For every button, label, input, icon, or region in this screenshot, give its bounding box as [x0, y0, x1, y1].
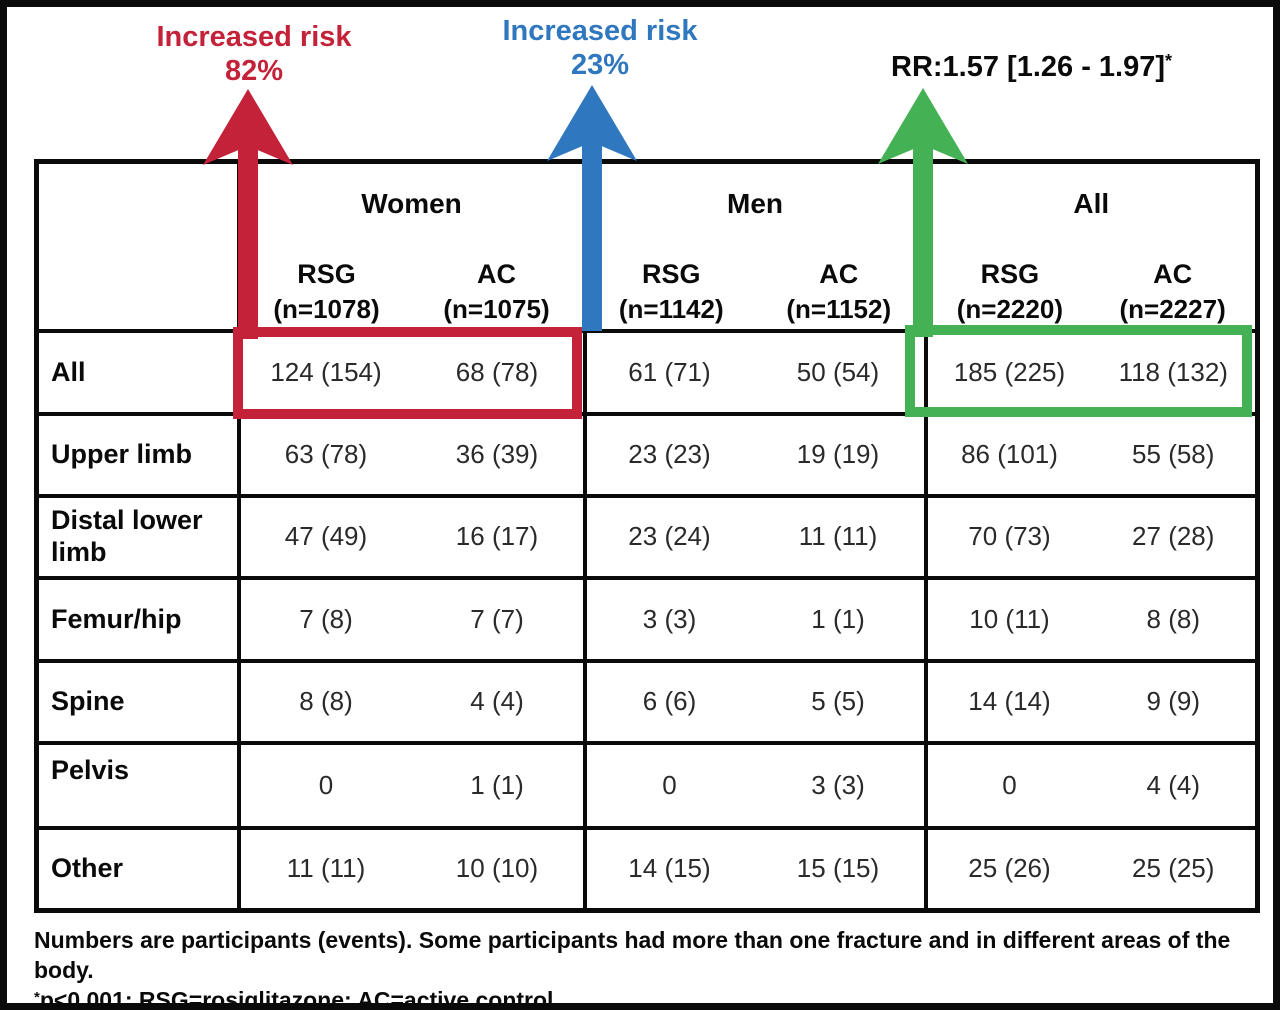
table-row-spine: Spine 8 (8) 4 (4) 6 (6) 5 (5) 14 (14) 9 …	[36, 658, 1258, 743]
value-cell: 124 (154)	[236, 328, 412, 414]
value-cell: 86 (101)	[923, 411, 1092, 496]
red-arrow-head	[203, 89, 293, 165]
group-header-men: Men RSG (n=1142) AC (n=1152)	[582, 161, 926, 331]
header-row: Women RSG (n=1078) AC (n=1075) Men R	[37, 161, 1258, 331]
value-cell: 70 (73)	[923, 493, 1092, 578]
value-cell: 47 (49)	[236, 493, 412, 578]
value-cell: 25 (26)	[923, 825, 1092, 911]
blue-up-arrow-icon	[547, 85, 637, 331]
value-cell: 63 (78)	[236, 411, 412, 496]
relative-risk-asterisk: *	[1165, 51, 1173, 71]
col-header-women-rsg: RSG (n=1078)	[273, 259, 380, 325]
value-cell: 61 (71)	[582, 328, 753, 414]
col-header-women-ac: AC (n=1075)	[443, 259, 550, 325]
value-cell: 10 (11)	[923, 575, 1092, 661]
increased-risk-blue-percent: 23%	[570, 48, 630, 81]
blue-arrow-shaft	[582, 135, 602, 331]
value-cell: 8 (8)	[236, 658, 412, 743]
value-cell: 7 (8)	[236, 575, 412, 661]
table-row-upper-limb: Upper limb 63 (78) 36 (39) 23 (23) 19 (1…	[36, 411, 1258, 496]
increased-risk-red-percent: 82%	[224, 54, 284, 87]
row-label: Upper limb	[36, 411, 239, 496]
value-cell: 27 (28)	[1091, 493, 1258, 578]
green-arrow-head	[878, 88, 968, 164]
value-cell: 11 (11)	[752, 493, 926, 578]
value-cell: 7 (7)	[411, 575, 585, 661]
group-label: Men	[727, 188, 783, 219]
row-label: All	[36, 328, 239, 414]
row-label: Spine	[36, 658, 239, 743]
value-cell: 14 (14)	[923, 658, 1092, 743]
increased-risk-red-label: Increased risk 82%	[119, 21, 389, 88]
value-cell: 4 (4)	[411, 658, 585, 743]
group-label: All	[1073, 188, 1110, 219]
increased-risk-red-line1: Increased risk	[156, 21, 352, 53]
value-cell: 11 (11)	[236, 825, 412, 911]
group-header-all: All RSG (n=2220) AC (n=2227)	[923, 161, 1258, 331]
value-cell: 9 (9)	[1091, 658, 1258, 743]
col-header-men-rsg: RSG (n=1142)	[618, 259, 724, 325]
relative-risk-label: RR:1.57 [1.26 - 1.97]*	[891, 51, 1172, 84]
value-cell: 15 (15)	[752, 825, 926, 911]
row-label: Femur/hip	[36, 575, 239, 661]
value-cell: 23 (23)	[582, 411, 753, 496]
value-cell: 23 (24)	[582, 493, 753, 578]
value-cell: 0	[582, 740, 753, 828]
footnote-pvalue-text: p<0.001; RSG=rosiglitazone; AC=active co…	[39, 986, 560, 1010]
value-cell: 36 (39)	[411, 411, 585, 496]
table-row-distal-lower-limb: Distal lower limb 47 (49) 16 (17) 23 (24…	[36, 493, 1258, 578]
green-arrow-shaft	[913, 138, 933, 337]
table-row-pelvis: Pelvis 0 1 (1) 0 3 (3) 0 4 (4)	[36, 740, 1258, 828]
col-header-all-ac: AC (n=2227)	[1119, 259, 1226, 325]
red-arrow-shaft	[238, 139, 258, 339]
value-cell: 4 (4)	[1091, 740, 1258, 828]
blue-arrow-head	[547, 85, 637, 161]
value-cell: 19 (19)	[752, 411, 926, 496]
table-row-femur-hip: Femur/hip 7 (8) 7 (7) 3 (3) 1 (1) 10 (11…	[36, 575, 1258, 661]
value-cell: 55 (58)	[1091, 411, 1258, 496]
row-label: Pelvis	[36, 740, 239, 828]
col-header-men-ac: AC (n=1152)	[786, 259, 892, 325]
relative-risk-text: RR:1.57 [1.26 - 1.97]	[891, 51, 1166, 83]
value-cell: 5 (5)	[752, 658, 926, 743]
value-cell: 1 (1)	[411, 740, 585, 828]
green-up-arrow-icon	[878, 88, 968, 337]
value-cell: 50 (54)	[752, 328, 926, 414]
value-cell: 0	[236, 740, 412, 828]
col-header-all-rsg: RSG (n=2220)	[956, 259, 1063, 325]
value-cell: 3 (3)	[582, 575, 753, 661]
group-label: Women	[361, 188, 462, 219]
value-cell: 16 (17)	[411, 493, 585, 578]
group-header-women: Women RSG (n=1078) AC (n=1075)	[236, 161, 585, 331]
fracture-table: Women RSG (n=1078) AC (n=1075) Men R	[34, 159, 1260, 914]
row-label: Other	[36, 825, 239, 911]
increased-risk-blue-label: Increased risk 23%	[465, 15, 735, 82]
value-cell: 25 (25)	[1091, 825, 1258, 911]
value-cell: 0	[923, 740, 1092, 828]
footnote-participants: Numbers are participants (events). Some …	[34, 927, 1231, 983]
value-cell: 8 (8)	[1091, 575, 1258, 661]
green-highlight-box	[905, 325, 1252, 417]
increased-risk-blue-line1: Increased risk	[502, 15, 698, 47]
footnote-pvalue: *p<0.001; RSG=rosiglitazone; AC=active c…	[34, 986, 1239, 1010]
value-cell: 10 (10)	[411, 825, 585, 911]
table-row-other: Other 11 (11) 10 (10) 14 (15) 15 (15) 25…	[36, 825, 1258, 911]
red-highlight-box	[233, 327, 582, 419]
value-cell: 6 (6)	[582, 658, 753, 743]
row-label: Distal lower limb	[36, 493, 239, 578]
footnote-asterisk: *	[34, 988, 40, 1006]
value-cell: 14 (15)	[582, 825, 753, 911]
value-cell: 3 (3)	[752, 740, 926, 828]
footnotes: Numbers are participants (events). Some …	[34, 926, 1239, 1010]
value-cell: 1 (1)	[752, 575, 926, 661]
red-up-arrow-icon	[203, 89, 293, 339]
value-cell: 68 (78)	[411, 328, 585, 414]
